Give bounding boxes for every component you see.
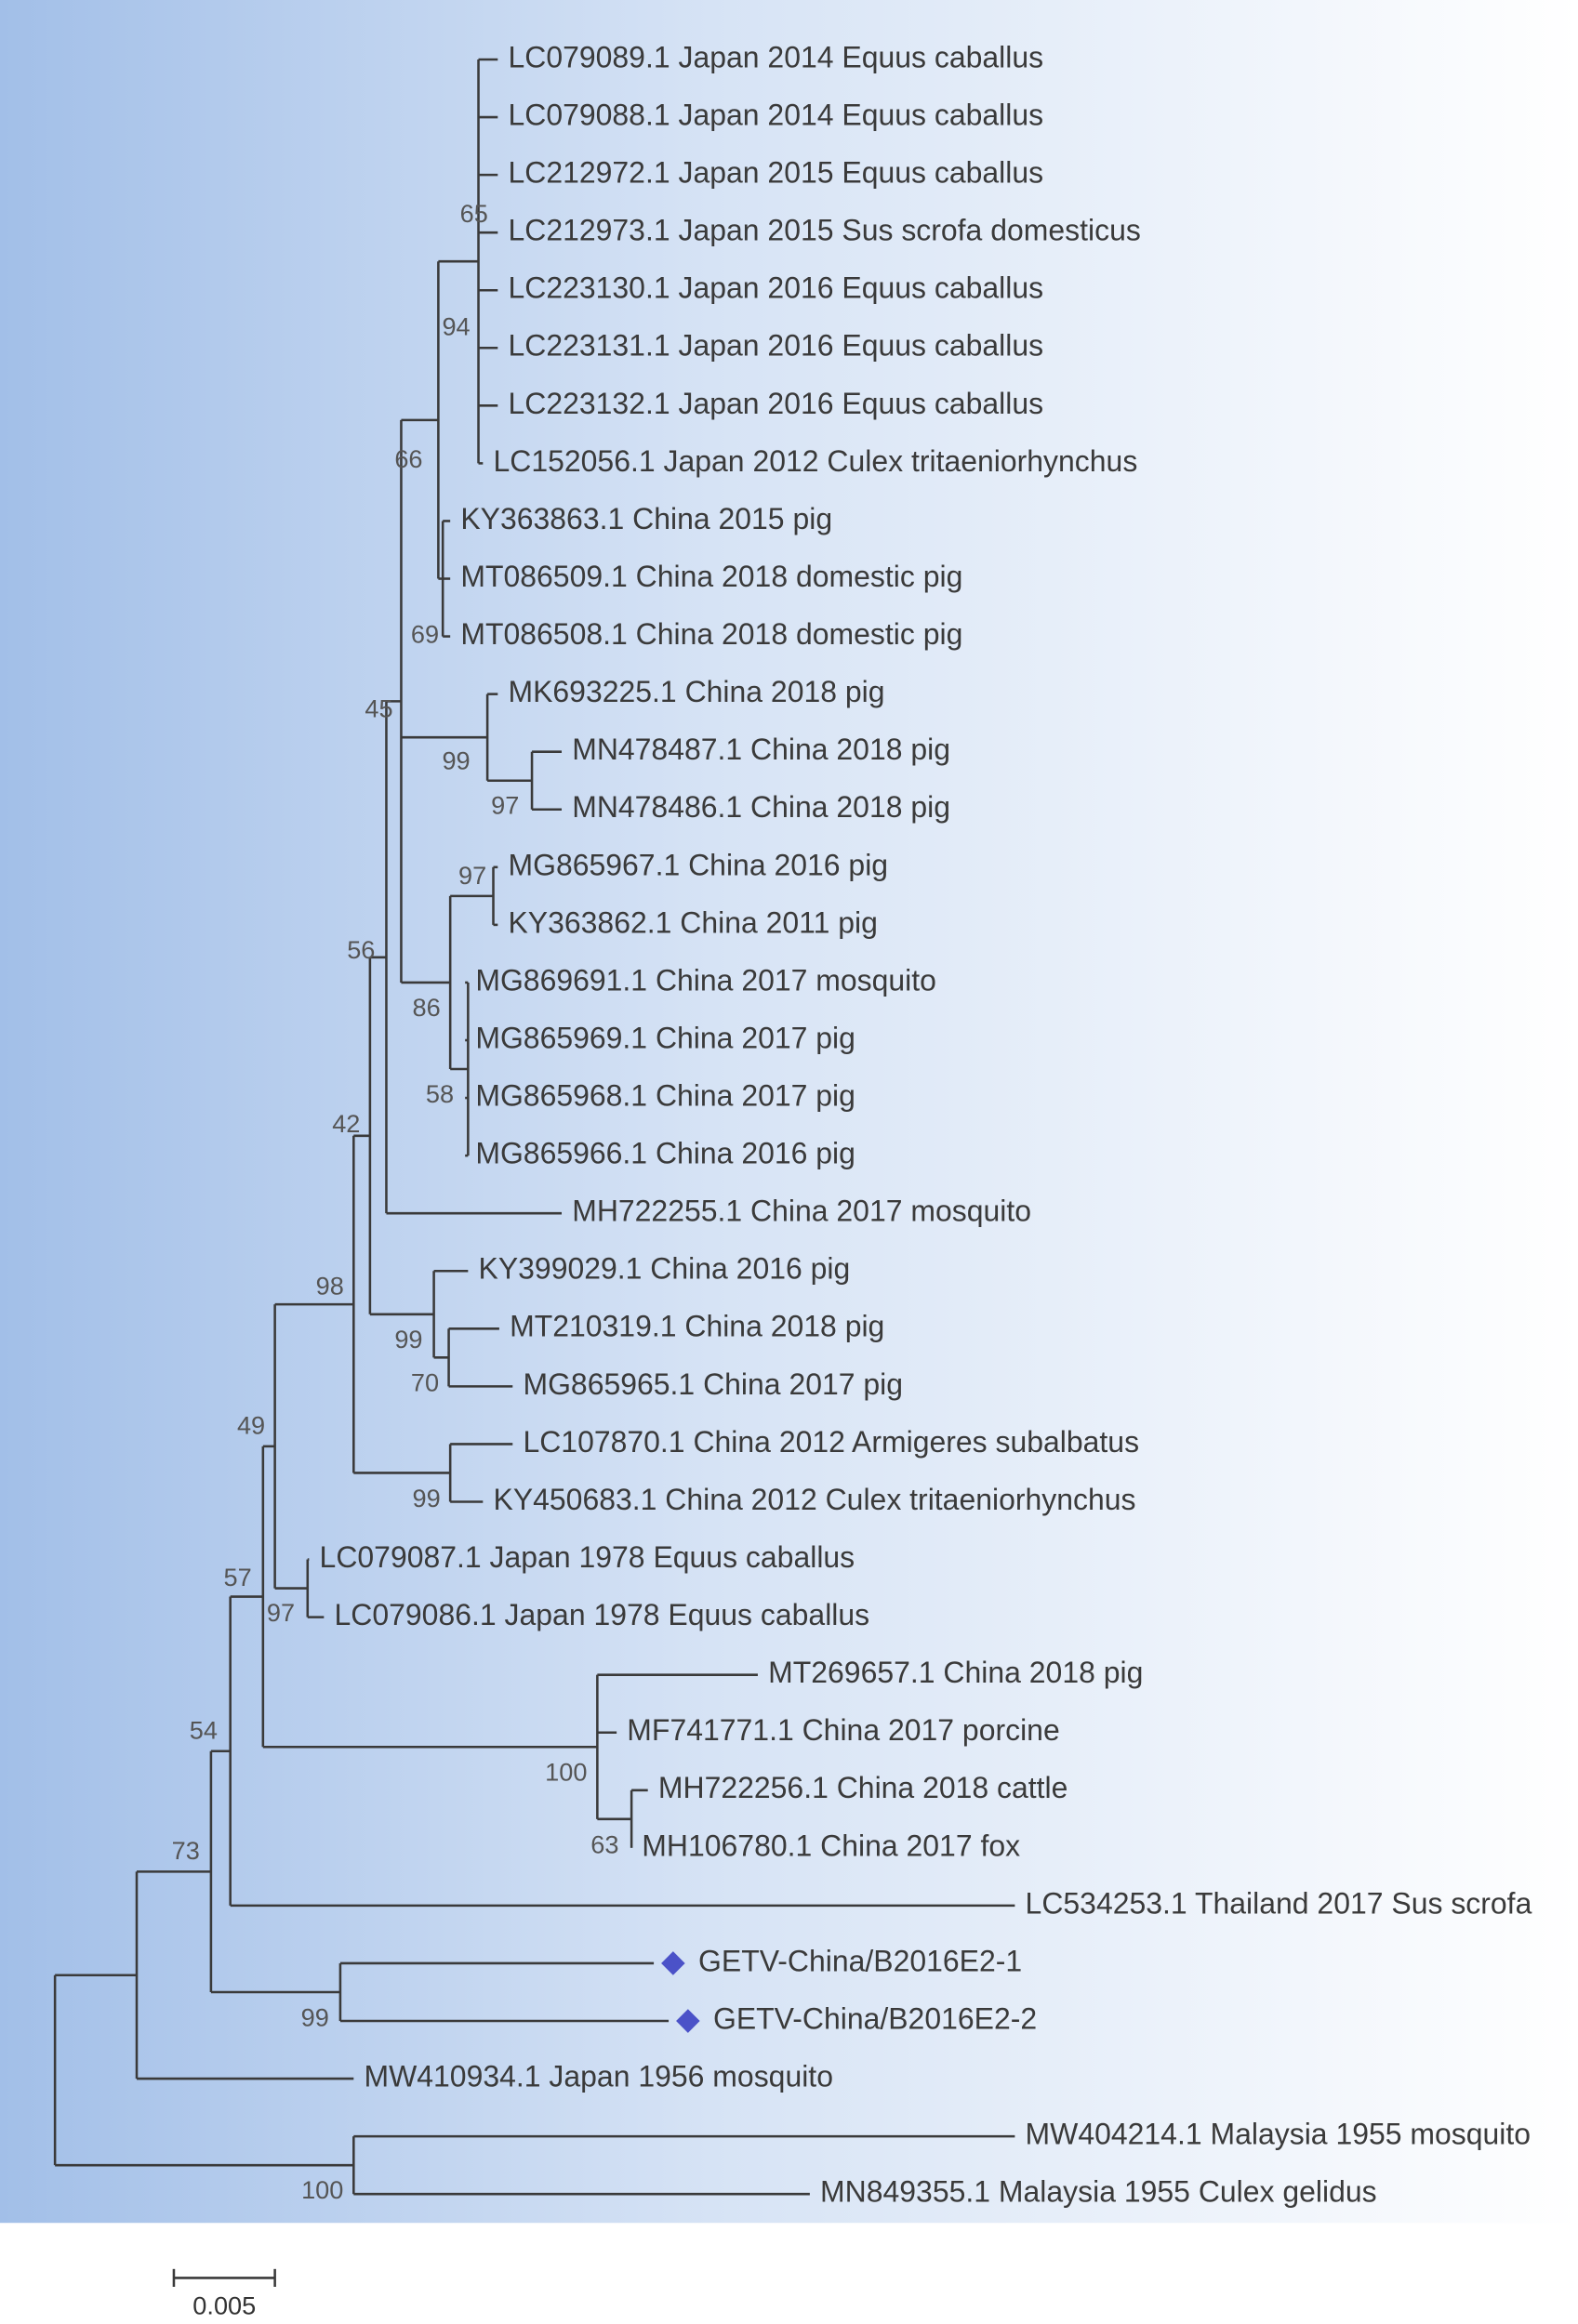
bootstrap-value: 69 <box>411 620 439 649</box>
leaf-label: MG865966.1 China 2016 pig <box>475 1137 855 1170</box>
leaf-label: LC212972.1 Japan 2015 Equus caballus <box>508 156 1043 190</box>
bootstrap-value: 99 <box>301 2002 329 2031</box>
bootstrap-value: 65 <box>460 199 488 228</box>
bootstrap-value: 66 <box>394 444 422 473</box>
leaf-label: GETV-China/B2016E2-2 <box>713 2001 1037 2035</box>
bootstrap-value: 99 <box>394 1325 422 1353</box>
bootstrap-value: 63 <box>590 1830 618 1859</box>
bootstrap-value: 100 <box>301 2175 343 2204</box>
bootstrap-value: 98 <box>316 1271 344 1300</box>
leaf-label: MG865967.1 China 2016 pig <box>508 848 888 881</box>
leaf-label: MN849355.1 Malaysia 1955 Culex gelidus <box>820 2175 1377 2209</box>
leaf-label: MG869691.1 China 2017 mosquito <box>475 963 936 997</box>
bootstrap-value: 58 <box>426 1079 454 1108</box>
leaf-label: MK693225.1 China 2018 pig <box>508 675 884 708</box>
leaf-label: MG865969.1 China 2017 pig <box>475 1021 855 1054</box>
leaf-label: KY399029.1 China 2016 pig <box>479 1252 851 1286</box>
leaf-label: KY363863.1 China 2015 pig <box>460 502 832 535</box>
leaf-label: MW404214.1 Malaysia 1955 mosquito <box>1026 2118 1532 2151</box>
leaf-label: LC152056.1 Japan 2012 Culex tritaeniorhy… <box>494 444 1138 478</box>
leaf-label: LC534253.1 Thailand 2017 Sus scrofa <box>1026 1886 1532 1920</box>
scale-bar-label: 0.005 <box>192 2291 256 2320</box>
bootstrap-value: 94 <box>442 312 470 341</box>
leaf-marker <box>676 2009 700 2033</box>
leaf-marker <box>661 1951 685 1975</box>
leaf-label: MN478487.1 China 2018 pig <box>572 733 950 766</box>
bootstrap-value: 97 <box>491 791 519 820</box>
leaf-label: LC079086.1 Japan 1978 Equus caballus <box>335 1598 870 1631</box>
leaf-label: KY450683.1 China 2012 Culex tritaeniorhy… <box>494 1483 1136 1516</box>
leaf-label: GETV-China/B2016E2-1 <box>698 1944 1022 1977</box>
leaf-label: LC223132.1 Japan 2016 Equus caballus <box>508 387 1043 420</box>
leaf-label: MF741771.1 China 2017 porcine <box>627 1713 1059 1747</box>
leaf-label: KY363862.1 China 2011 pig <box>508 905 877 939</box>
leaf-label: MG865968.1 China 2017 pig <box>475 1078 855 1112</box>
leaf-label: LC107870.1 China 2012 Armigeres subalbat… <box>523 1425 1139 1459</box>
bootstrap-value: 45 <box>365 694 392 723</box>
bootstrap-value: 97 <box>267 1598 295 1627</box>
bootstrap-value: 42 <box>332 1109 360 1138</box>
leaf-label: MH722255.1 China 2017 mosquito <box>572 1195 1031 1228</box>
leaf-label: MW410934.1 Japan 1956 mosquito <box>364 2060 832 2093</box>
bootstrap-value: 73 <box>172 1836 200 1865</box>
bootstrap-value: 100 <box>545 1757 587 1786</box>
leaf-label: MT269657.1 China 2018 pig <box>768 1656 1143 1689</box>
leaf-label: MT086508.1 China 2018 domestic pig <box>460 617 962 651</box>
bootstrap-value: 49 <box>237 1411 265 1440</box>
bootstrap-value: 70 <box>411 1367 439 1396</box>
leaf-label: MT086509.1 China 2018 domestic pig <box>460 560 962 593</box>
leaf-label: MG865965.1 China 2017 pig <box>523 1367 903 1401</box>
bootstrap-value: 99 <box>413 1484 441 1512</box>
bootstrap-value: 97 <box>458 861 486 890</box>
bootstrap-value: 99 <box>442 746 470 775</box>
bootstrap-value: 57 <box>224 1563 252 1591</box>
leaf-label: MH106780.1 China 2017 fox <box>642 1829 1020 1862</box>
leaf-label: MT210319.1 China 2018 pig <box>510 1310 884 1343</box>
leaf-label: MN478486.1 China 2018 pig <box>572 790 950 824</box>
bootstrap-value: 86 <box>413 993 441 1022</box>
leaf-label: LC079087.1 Japan 1978 Equus caballus <box>320 1540 855 1574</box>
leaf-label: LC079089.1 Japan 2014 Equus caballus <box>508 40 1043 73</box>
bootstrap-value: 56 <box>347 935 375 964</box>
leaf-label: LC223130.1 Japan 2016 Equus caballus <box>508 271 1043 305</box>
background <box>0 0 1578 2224</box>
leaf-label: LC212973.1 Japan 2015 Sus scrofa domesti… <box>508 214 1140 247</box>
leaf-label: LC223131.1 Japan 2016 Equus caballus <box>508 329 1043 363</box>
leaf-label: LC079088.1 Japan 2014 Equus caballus <box>508 98 1043 131</box>
leaf-label: MH722256.1 China 2018 cattle <box>658 1771 1068 1804</box>
bootstrap-value: 54 <box>190 1716 218 1745</box>
